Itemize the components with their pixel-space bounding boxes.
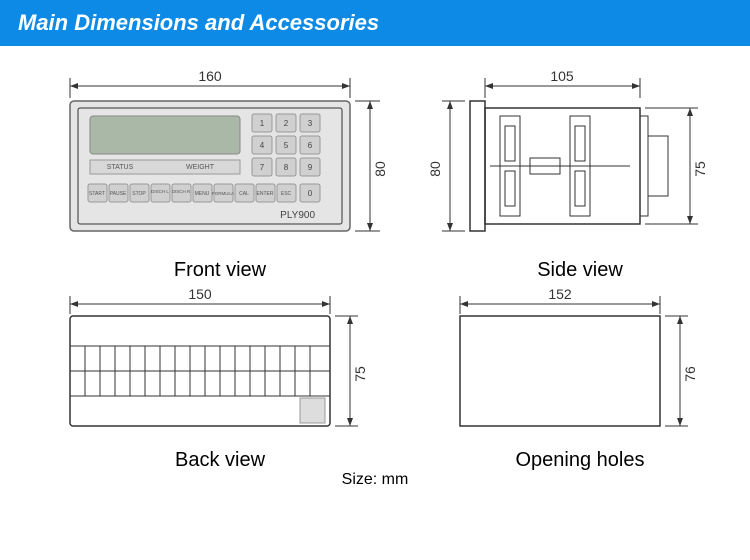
svg-text:5: 5 [284, 141, 289, 150]
svg-text:9: 9 [308, 163, 313, 172]
opening-view-cell: 152 76 Opening holes [430, 286, 730, 466]
front-height-dim: 80 [372, 161, 388, 177]
svg-text:FORMULA: FORMULA [212, 191, 234, 196]
side-view-cell: 105 80 75 Side view [430, 66, 730, 276]
back-view-label: Back view [30, 449, 410, 472]
back-view-cell: 150 75 Back view [30, 286, 410, 466]
svg-text:8: 8 [284, 163, 289, 172]
svg-text:PAUSE: PAUSE [110, 191, 127, 197]
back-view-svg: 150 75 [30, 286, 400, 436]
front-view-cell: 160 80 STATUS WEIGHT 1 2 3 4 5 6 7 8 9 0… [30, 66, 410, 276]
svg-text:MENU: MENU [195, 191, 210, 197]
weight-label: WEIGHT [186, 164, 215, 171]
side-height-outer: 80 [430, 161, 443, 177]
svg-text:STOP: STOP [132, 191, 146, 197]
svg-text:6: 6 [308, 141, 313, 150]
side-height-inner: 75 [692, 161, 708, 177]
svg-text:4: 4 [260, 141, 265, 150]
svg-text:ESC: ESC [281, 191, 292, 197]
front-view-label: Front view [30, 259, 410, 282]
svg-text:START: START [89, 191, 105, 197]
front-width-dim: 160 [198, 68, 222, 84]
svg-text:2: 2 [284, 119, 289, 128]
svg-text:0: 0 [308, 189, 313, 198]
model-label: PLY900 [280, 210, 315, 221]
svg-text:CAL: CAL [239, 191, 249, 197]
opening-width-dim: 152 [548, 286, 572, 302]
side-view-svg: 105 80 75 [430, 66, 730, 246]
svg-text:DISCH L: DISCH L [151, 189, 169, 194]
opening-view-label: Opening holes [430, 449, 730, 472]
diagram-content: 160 80 STATUS WEIGHT 1 2 3 4 5 6 7 8 9 0… [0, 46, 750, 509]
svg-text:3: 3 [308, 119, 313, 128]
svg-text:7: 7 [260, 163, 265, 172]
svg-text:1: 1 [260, 119, 265, 128]
back-ribs [70, 346, 330, 396]
front-view-svg: 160 80 STATUS WEIGHT 1 2 3 4 5 6 7 8 9 0… [30, 66, 410, 246]
opening-height-dim: 76 [682, 366, 698, 382]
size-note: Size: mm [30, 471, 720, 489]
svg-text:DISCH R: DISCH R [172, 189, 191, 194]
svg-text:ENTER: ENTER [257, 191, 274, 197]
status-label: STATUS [107, 164, 134, 171]
side-view-label: Side view [430, 259, 730, 282]
header-bar: Main Dimensions and Accessories [0, 0, 750, 46]
back-height-dim: 75 [352, 366, 368, 382]
opening-view-svg: 152 76 [430, 286, 730, 436]
side-width-dim: 105 [550, 68, 574, 84]
header-title: Main Dimensions and Accessories [18, 10, 379, 35]
back-width-dim: 150 [188, 286, 212, 302]
